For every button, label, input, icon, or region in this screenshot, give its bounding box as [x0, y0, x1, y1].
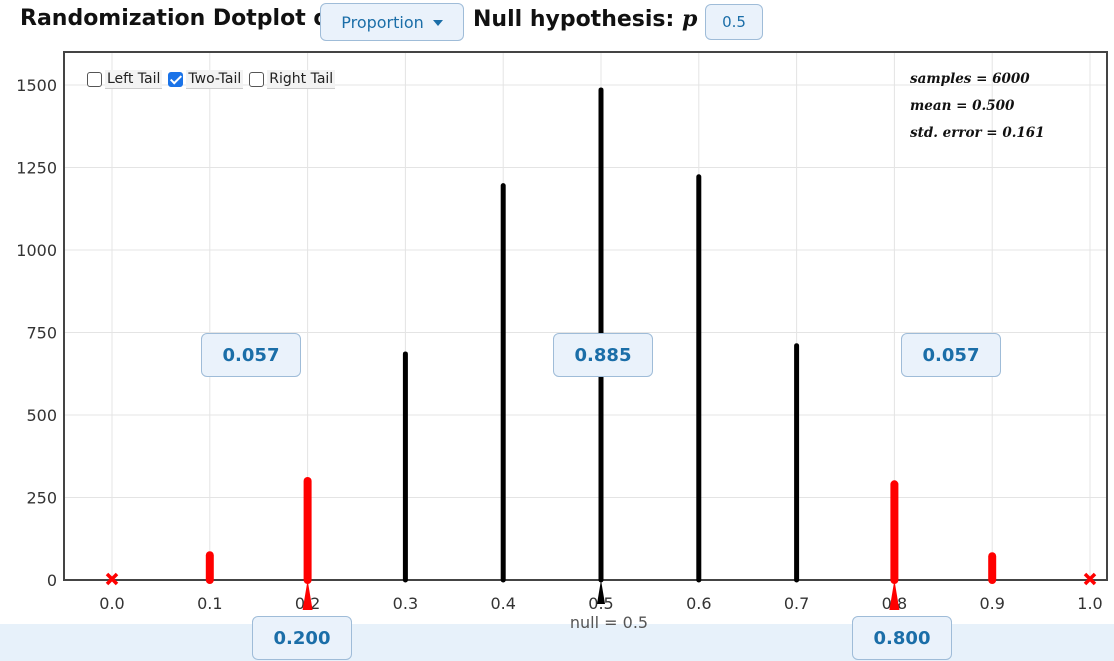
x-tick-label: 0.1 [197, 594, 222, 613]
right-tail-proportion: 0.057 [901, 333, 1001, 377]
null-hypothesis-label: Null hypothesis: p = [473, 6, 723, 32]
null-param: p [681, 6, 698, 32]
y-tick-label: 1000 [16, 241, 57, 260]
y-tick-label: 0 [47, 571, 57, 590]
right-tail-checkbox[interactable] [249, 71, 265, 87]
middle-proportion: 0.885 [553, 333, 653, 377]
y-tick-label: 1500 [16, 76, 57, 95]
cutoff-pointer [302, 580, 313, 610]
null-pointer [597, 580, 605, 604]
caret-down-icon [432, 20, 443, 26]
tail-options: Left Tail Two-Tail Right Tail [87, 67, 341, 91]
x-tick-label: 0.3 [393, 594, 418, 613]
summary-stats: samples = 6000 mean = 0.500 std. error =… [910, 66, 1045, 147]
plot-frame [63, 51, 1108, 581]
two-tail-checkbox[interactable] [168, 71, 184, 87]
y-tick-label: 500 [26, 406, 57, 425]
statistic-dropdown[interactable]: Proportion [320, 3, 464, 41]
y-tick-label: 1250 [16, 159, 57, 178]
two-tail-label: Two-Tail [186, 69, 244, 89]
left-tail-checkbox[interactable] [87, 71, 102, 87]
tail-x-mark [105, 572, 119, 586]
grid [64, 52, 1107, 581]
y-tick-label: 250 [26, 489, 57, 508]
x-axis-ticks: 0.00.10.20.30.40.50.60.70.80.91.0 [99, 594, 1102, 613]
right-tail-label: Right Tail [267, 69, 336, 89]
tail-bar [105, 572, 119, 586]
x-tick-label: 0.4 [490, 594, 515, 613]
null-value-input[interactable]: 0.5 [705, 4, 763, 40]
std-error-stat: std. error = 0.161 [910, 125, 1045, 141]
tail-bar [1083, 572, 1097, 586]
samples-stat: samples = 6000 [910, 71, 1030, 87]
upper-cutoff-input[interactable]: 0.800 [852, 616, 952, 660]
x-tick-label: 0.9 [979, 594, 1004, 613]
tail-x-mark [1083, 572, 1097, 586]
x-tick-label: 0.0 [99, 594, 124, 613]
left-tail-label: Left Tail [105, 69, 163, 89]
mean-stat: mean = 0.500 [910, 98, 1015, 114]
null-label: null = 0.5 [570, 613, 648, 632]
x-tick-label: 0.7 [784, 594, 809, 613]
x-tick-label: 0.6 [686, 594, 711, 613]
cutoff-markers [302, 580, 900, 610]
statistic-selected: Proportion [341, 12, 424, 32]
y-tick-label: 750 [26, 324, 57, 343]
x-tick-label: 1.0 [1077, 594, 1102, 613]
left-tail-proportion: 0.057 [201, 333, 301, 377]
title: Randomization Dotplot of [20, 6, 339, 31]
lower-cutoff-input[interactable]: 0.200 [252, 616, 352, 660]
header: Randomization Dotplot of Proportion Null… [0, 0, 1114, 44]
y-axis-ticks: 0 250 500 750 1000 1250 1500 [16, 76, 57, 590]
cutoff-pointer [889, 580, 900, 610]
